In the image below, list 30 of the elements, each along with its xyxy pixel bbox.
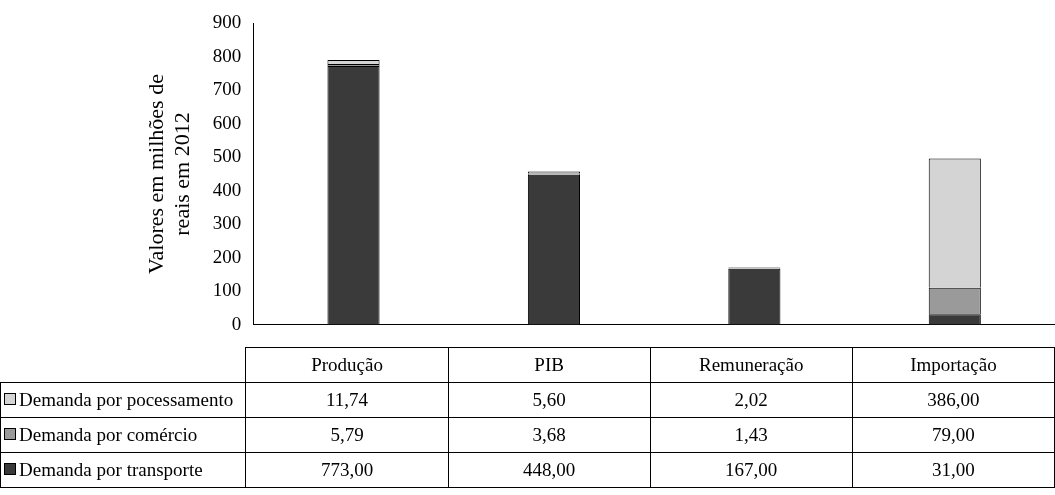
legend-label: Demanda por comércio [0, 417, 246, 453]
data-label: 79,00 [852, 417, 1055, 453]
data-label: 5,79 [245, 417, 449, 453]
data-label: 167,00 [650, 452, 853, 488]
y-tick-label: 0 [231, 312, 242, 334]
data-label: 2,02 [650, 382, 853, 418]
y-tick-label: 200 [212, 245, 242, 267]
y-tick-label: 700 [212, 78, 242, 100]
y-tick-label: 900 [212, 11, 242, 33]
y-tick-label: 400 [212, 178, 242, 200]
data-label: 1,43 [650, 417, 853, 453]
x-tick-label: Remuneração [650, 347, 853, 383]
y-tick-label: 100 [212, 279, 242, 301]
data-label: 5,60 [448, 382, 651, 418]
y-tick-label: 300 [212, 212, 242, 234]
y-tick-label: 500 [212, 145, 242, 167]
y-axis-title: Valores em milhões de reais em 2012 [142, 74, 195, 274]
data-label: 448,00 [448, 452, 651, 488]
data-label: 3,68 [448, 417, 651, 453]
data-label: 11,74 [245, 382, 449, 418]
data-label: 386,00 [852, 382, 1055, 418]
x-tick-label: Importação [852, 347, 1055, 383]
y-tick-label: 600 [212, 111, 242, 133]
legend-label: Demanda por transporte [0, 452, 246, 488]
legend-label: Demanda por pocessamento [0, 382, 246, 418]
data-label: 773,00 [245, 452, 449, 488]
x-tick-label: PIB [448, 347, 651, 383]
y-tick-label: 800 [212, 44, 242, 66]
x-tick-label: Produção [245, 347, 449, 383]
data-label: 31,00 [852, 452, 1055, 488]
